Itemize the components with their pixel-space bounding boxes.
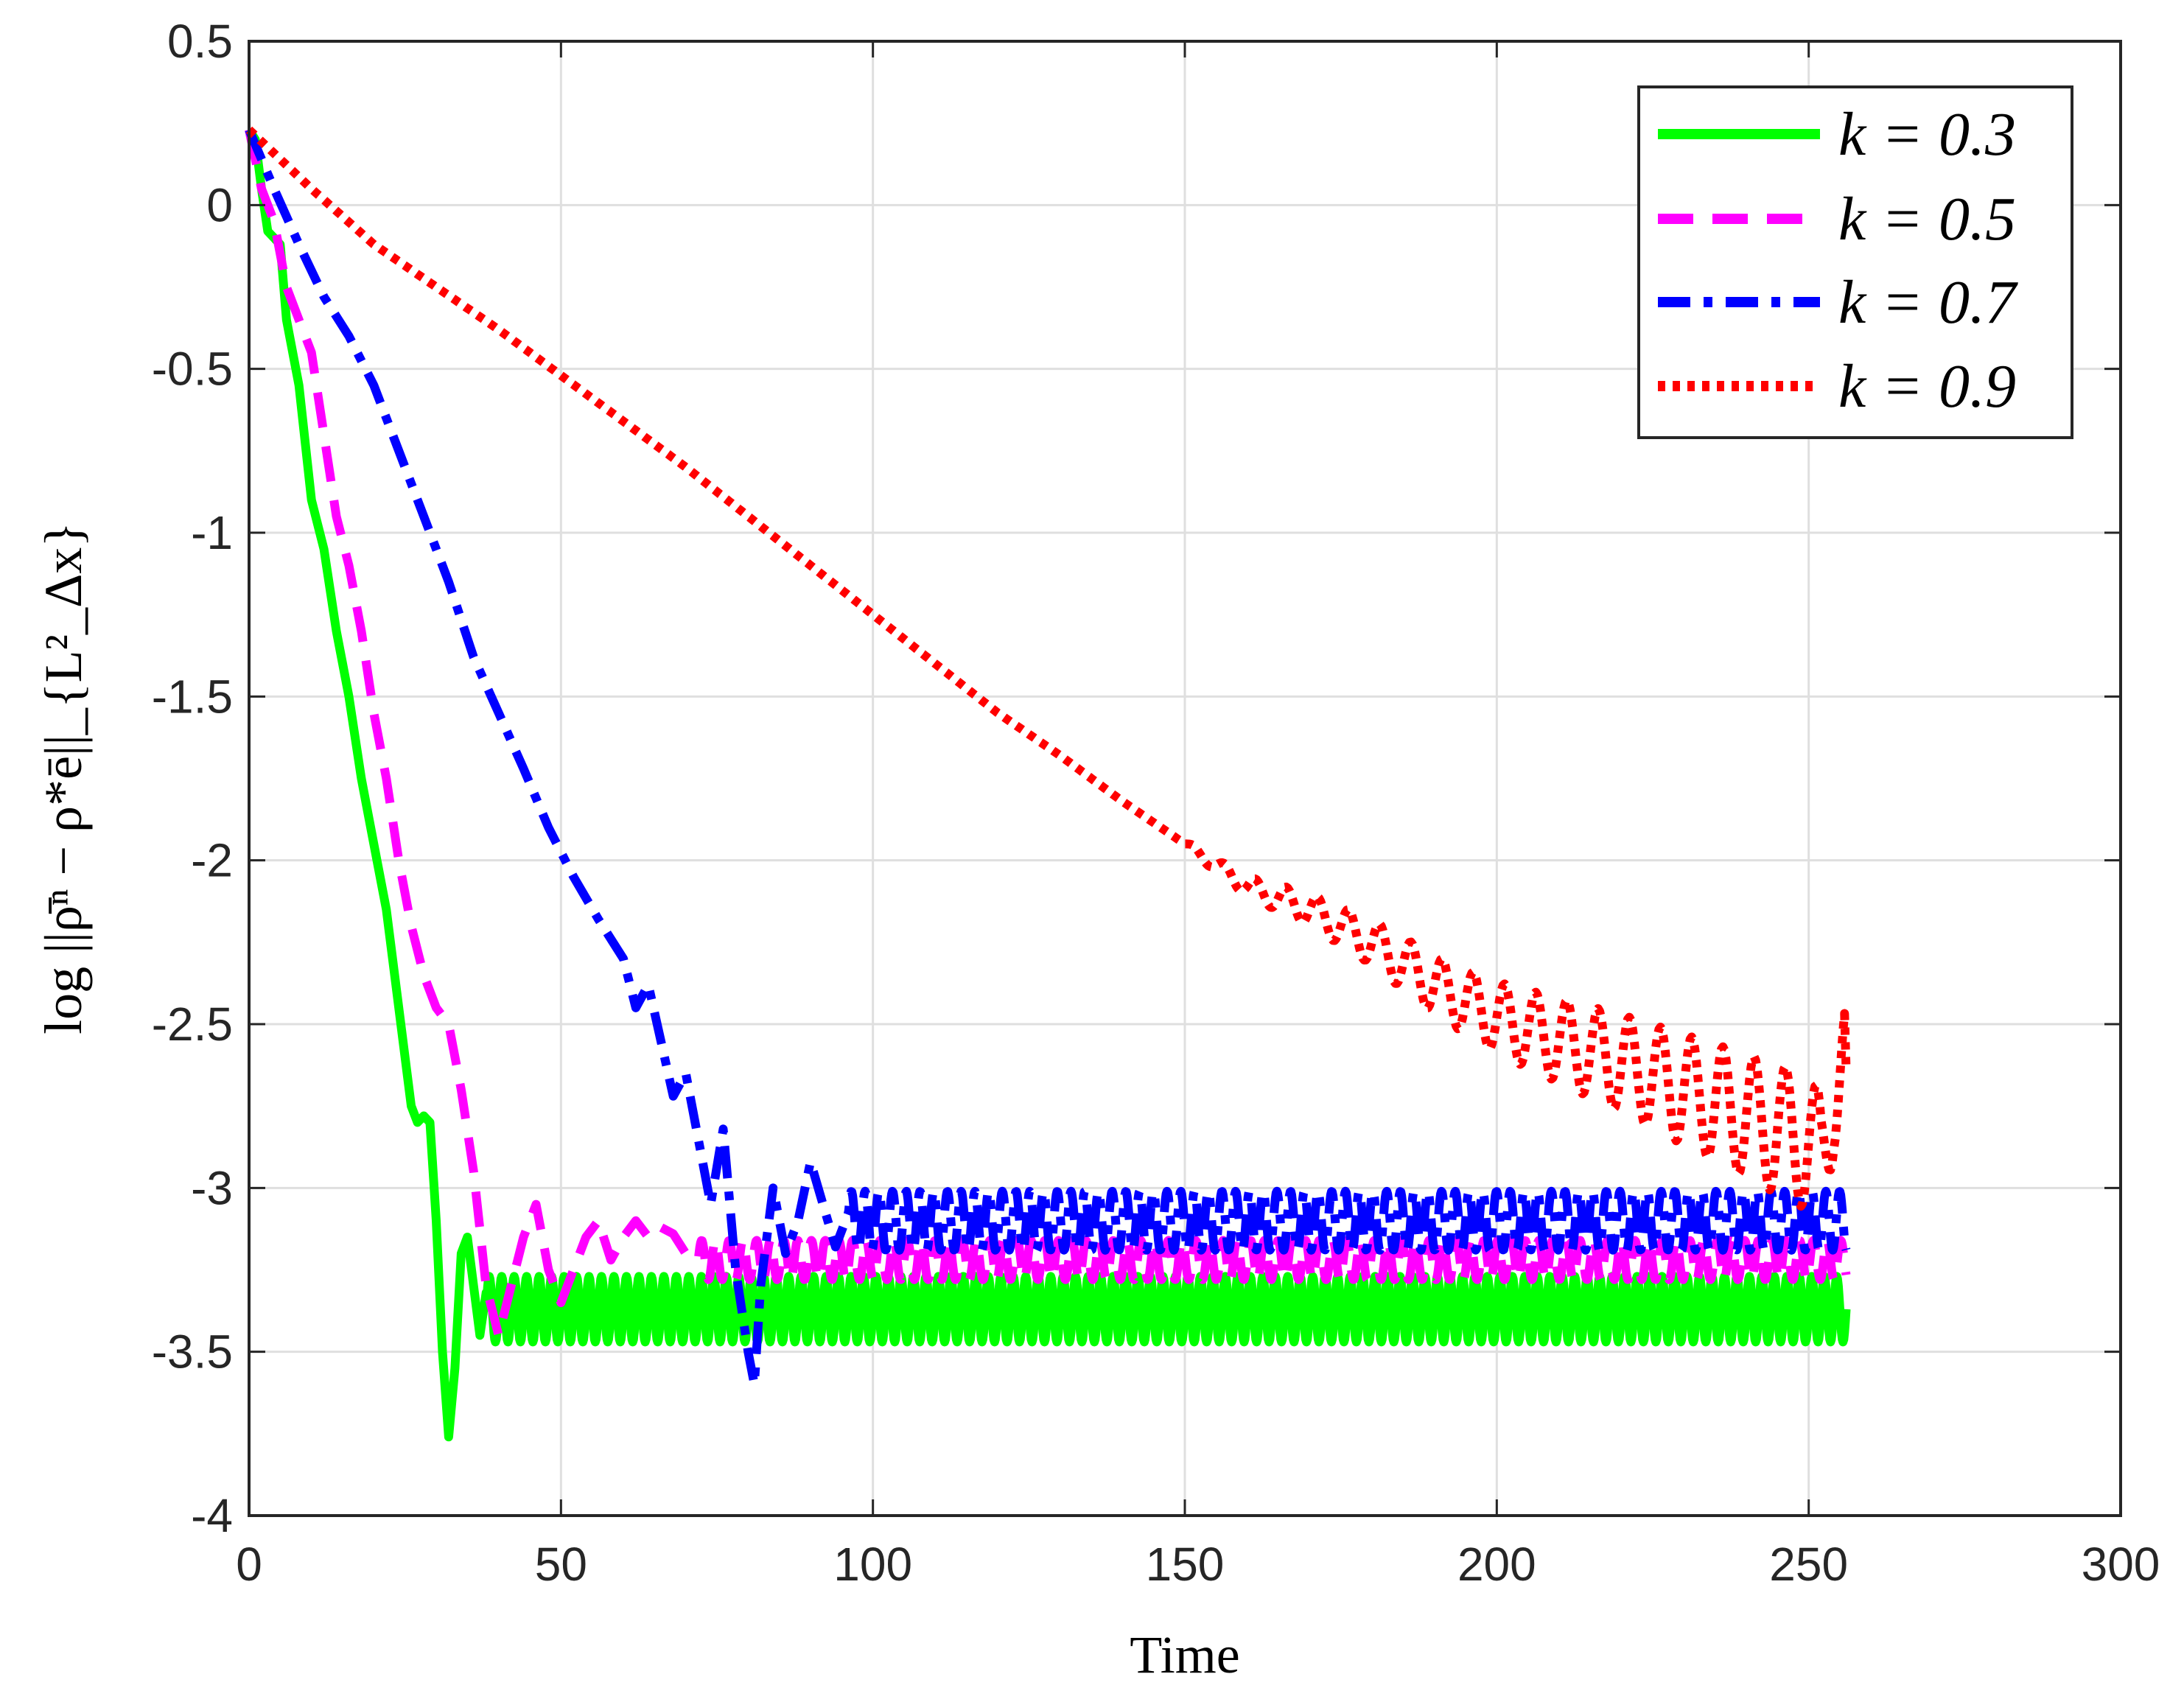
y-tick-label: -2	[191, 834, 233, 887]
legend-label-k09: k = 0.9	[1838, 352, 2016, 421]
y-axis-label: log ||ρ̄ⁿ − ρ*ē||_{L²_Δx}	[34, 522, 93, 1034]
series-line-k07	[245, 127, 1851, 1390]
y-tick-label: -2.5	[152, 998, 233, 1051]
series-line-k03	[245, 127, 1851, 1442]
series-line-k09	[245, 126, 1851, 1211]
x-tick-label: 0	[236, 1538, 262, 1591]
legend-label-k05: k = 0.5	[1838, 185, 2016, 253]
y-tick-label: 0.5	[167, 15, 233, 68]
y-tick-label: -3	[191, 1161, 233, 1214]
legend-label-k07: k = 0.7	[1838, 268, 2018, 337]
x-tick-label: 300	[2082, 1538, 2160, 1591]
x-tick-label: 50	[535, 1538, 587, 1591]
legend-box	[1637, 85, 2073, 439]
x-tick-label: 100	[833, 1538, 912, 1591]
y-tick-label: -4	[191, 1489, 233, 1542]
y-tick-label: 0	[206, 178, 233, 231]
x-tick-label: 200	[1457, 1538, 1536, 1591]
y-tick-label: -1.5	[152, 670, 233, 723]
tick-labels: 0 50 100 150 200 250 300 0.5 0 -0.5 -1 -1.5 -2 -2.5 -3…	[152, 15, 2160, 1591]
y-tick-label: -0.5	[152, 343, 233, 396]
series-group	[245, 126, 1851, 1442]
legend: k = 0.3 k = 0.5 k = 0.7 k = 0.9	[1637, 85, 2073, 439]
y-tick-label: -1	[191, 506, 233, 559]
legend-label-k03: k = 0.3	[1838, 100, 2016, 169]
y-tick-label: -3.5	[152, 1325, 233, 1379]
x-axis-label: Time	[1130, 1625, 1239, 1684]
x-tick-label: 250	[1769, 1538, 1848, 1591]
x-tick-label: 150	[1146, 1538, 1225, 1591]
tick-marks	[248, 40, 2122, 1517]
